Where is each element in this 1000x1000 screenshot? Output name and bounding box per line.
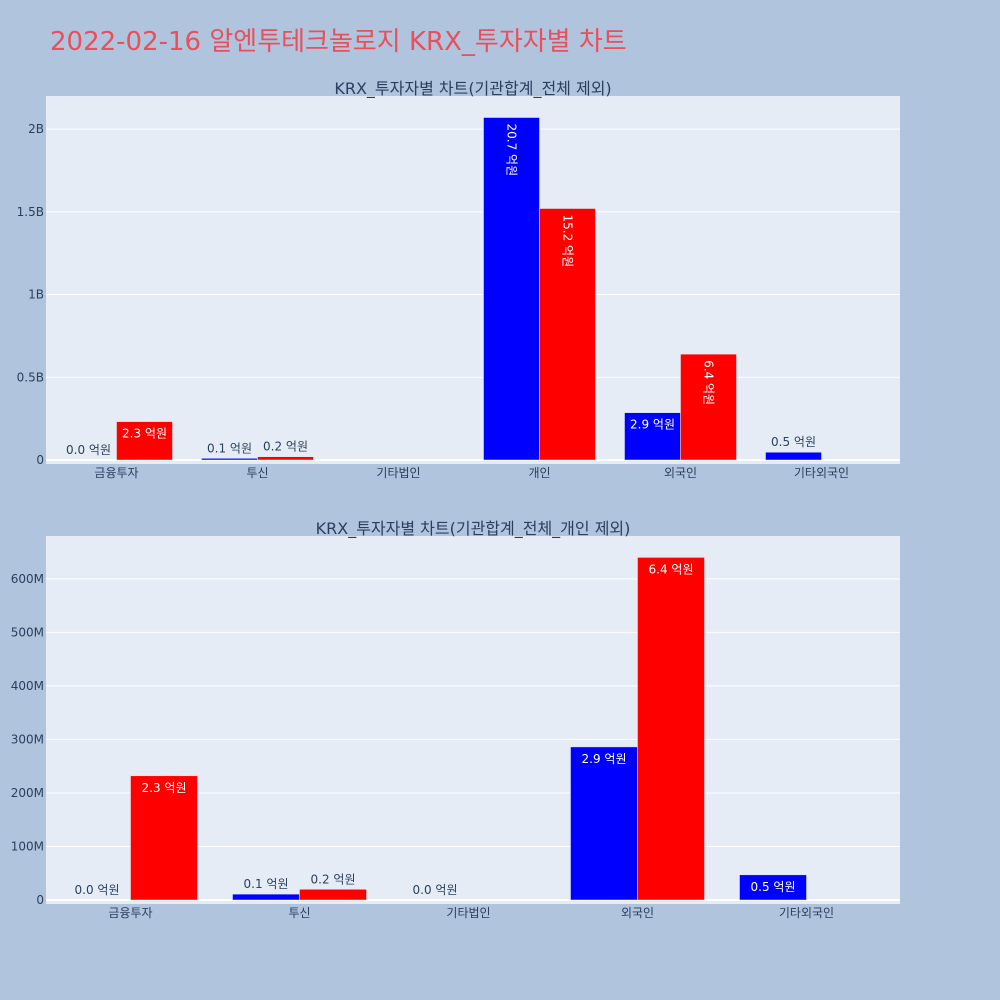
bar-buy	[739, 874, 807, 901]
bar-value-label: 0.0 억원	[413, 883, 458, 897]
y-tick-label: 0.5B	[17, 370, 44, 384]
bar-value-label: 0.1 억원	[244, 877, 289, 891]
bar-value-label: 15.2 억원	[561, 215, 575, 268]
bar-value-label: 6.4 억원	[649, 562, 694, 576]
x-tick-label: 투신	[246, 466, 268, 480]
chart-panel-top: 0 0.5B 1B 1.5B 2B KRX_투자자별 차트(기관합계_전체 제외) 금융투자…	[17, 79, 900, 480]
figure-title: 2022-02-16 알엔투테크놀로지 KRX_투자자별 차트	[50, 27, 627, 57]
bar-buy	[570, 746, 638, 901]
bar-buy	[765, 451, 822, 461]
y-tick-label: 0	[36, 893, 44, 907]
bar-value-label: 0.5 억원	[751, 880, 796, 894]
bar-value-label: 0.2 억원	[263, 440, 308, 454]
chart-title: KRX_투자자별 차트(기관합계_전체 제외)	[334, 79, 611, 99]
bar-value-label: 0.0 억원	[66, 443, 111, 457]
y-tick-label: 300M	[11, 732, 44, 746]
x-tick-label: 기타법인	[376, 466, 420, 480]
chart-title: KRX_투자자별 차트(기관합계_전체_개인 제외)	[316, 519, 631, 539]
chart-panel-bottom: 0 100M 200M 300M 400M 500M 600M KRX_투자자별 차트(기관합…	[11, 519, 900, 920]
x-tick-label: 개인	[528, 466, 550, 480]
x-tick-label: 기타외국인	[794, 466, 849, 480]
y-tick-label: 400M	[11, 679, 44, 693]
bar-value-label: 6.4 억원	[702, 360, 716, 405]
bar-value-label: 2.3 억원	[142, 781, 187, 795]
bar-value-label: 0.5 억원	[771, 435, 816, 449]
bar-buy	[483, 117, 540, 461]
bar-buy	[624, 412, 681, 461]
y-tick-label: 500M	[11, 625, 44, 639]
bar-buy	[201, 458, 258, 461]
x-tick-label: 기타법인	[446, 906, 490, 920]
bar-value-label: 0.1 억원	[207, 441, 252, 455]
bar-sell	[539, 208, 596, 461]
bar-sell	[257, 456, 314, 461]
bar-buy	[232, 893, 300, 901]
bar-sell	[116, 421, 173, 461]
bar-value-label: 20.7 억원	[505, 124, 519, 177]
bar-sell	[680, 353, 737, 461]
bar-sell	[299, 889, 367, 901]
bar-sell	[130, 775, 198, 901]
y-tick-label: 2B	[28, 122, 44, 136]
y-tick-label: 200M	[11, 786, 44, 800]
y-tick-label: 600M	[11, 572, 44, 586]
x-tick-label: 금융투자	[94, 466, 138, 480]
bar-value-label: 2.9 억원	[630, 418, 675, 432]
x-tick-label: 외국인	[621, 906, 654, 920]
y-tick-label: 1.5B	[17, 205, 44, 219]
x-tick-label: 금융투자	[108, 906, 152, 920]
x-tick-label: 외국인	[664, 466, 697, 480]
x-tick-label: 기타외국인	[779, 906, 834, 920]
y-tick-label: 100M	[11, 839, 44, 853]
bar-value-label: 0.2 억원	[311, 872, 356, 886]
bar-sell	[637, 557, 705, 901]
bar-value-label: 2.3 억원	[122, 427, 167, 441]
bar-value-label: 2.9 억원	[582, 752, 627, 766]
y-tick-label: 1B	[28, 288, 44, 302]
y-tick-label: 0	[36, 453, 44, 467]
x-tick-label: 투신	[288, 906, 310, 920]
bar-value-label: 0.0 억원	[75, 883, 120, 897]
plot-area	[46, 96, 900, 464]
